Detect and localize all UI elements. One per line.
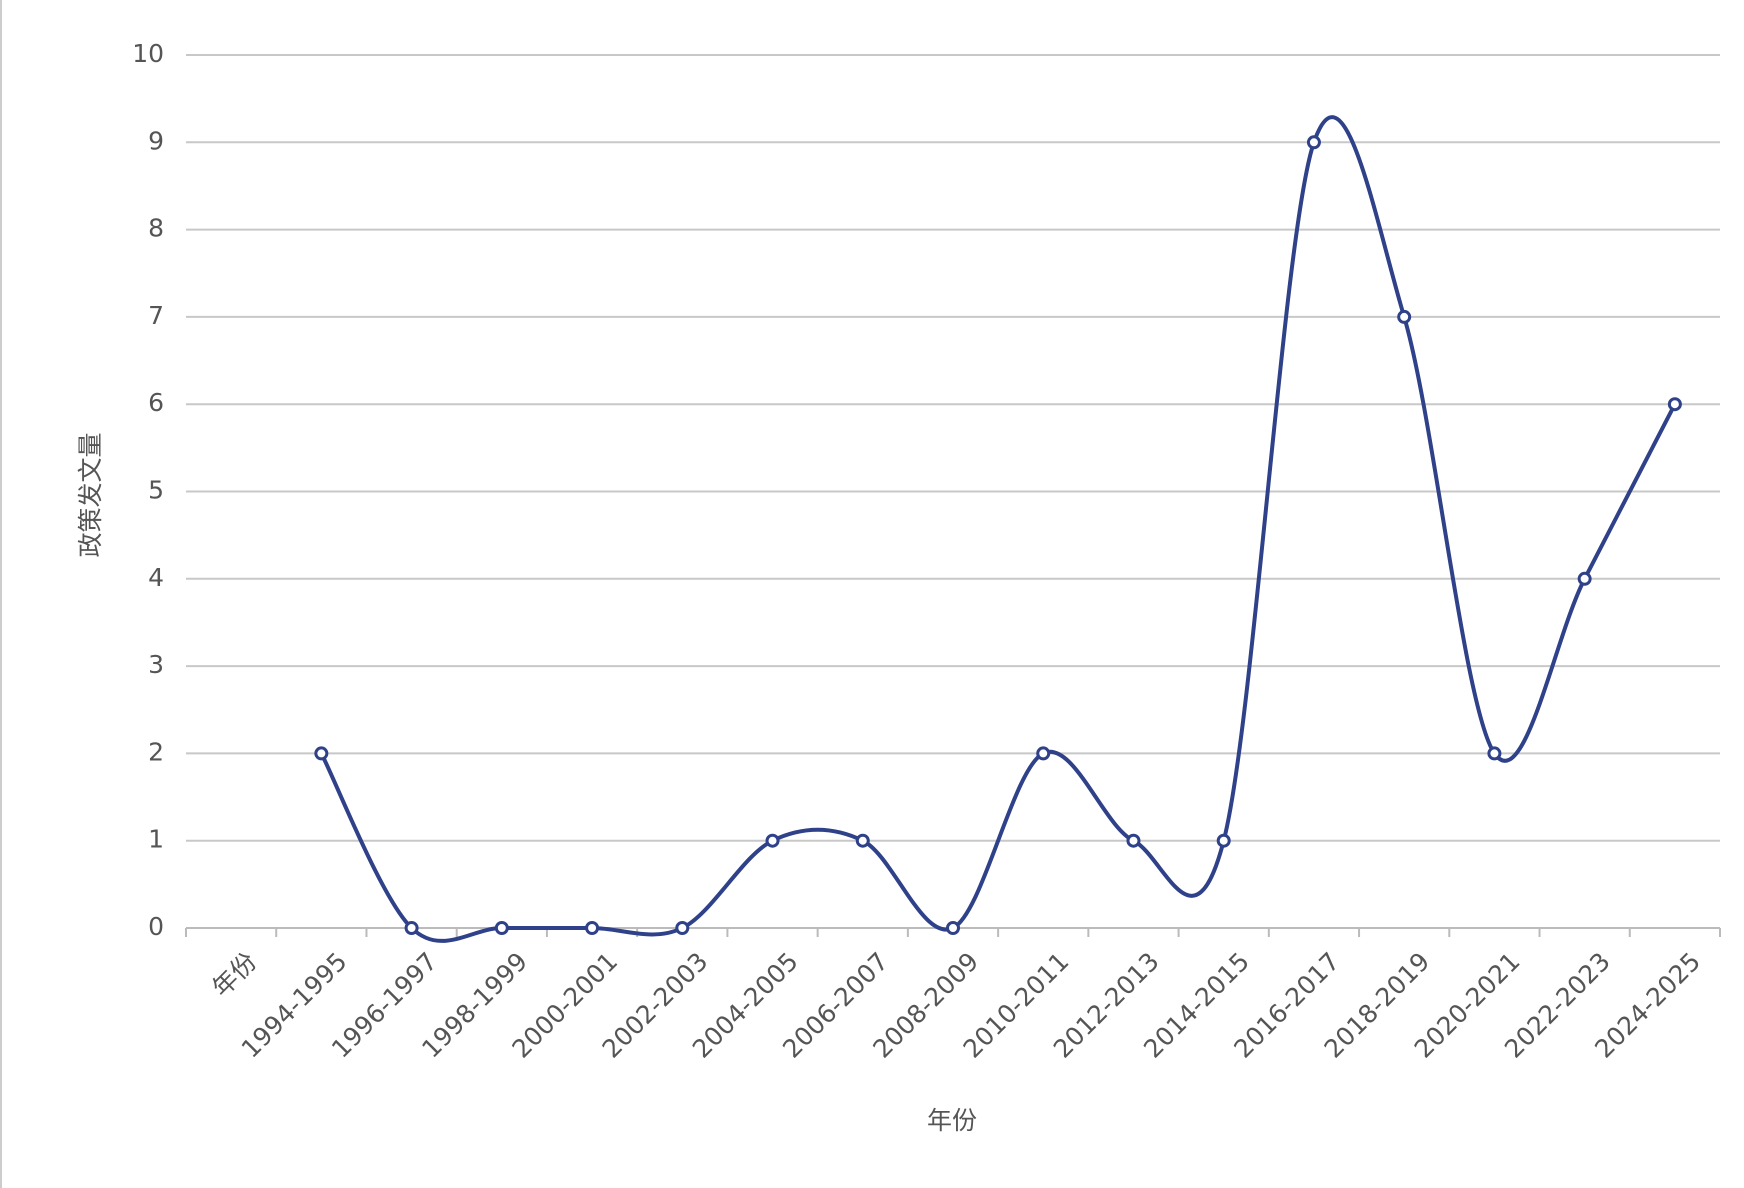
y-tick-label: 5 (148, 476, 164, 505)
point (855, 833, 870, 848)
point (1216, 833, 1231, 848)
point (404, 921, 419, 935)
point (585, 921, 600, 935)
point (1036, 746, 1051, 761)
y-tick-label: 6 (148, 388, 164, 417)
point (675, 921, 690, 935)
y-tick-label: 2 (148, 737, 164, 766)
y-tick-label: 3 (148, 650, 164, 679)
point (765, 833, 780, 848)
point (1397, 309, 1412, 324)
point (946, 921, 960, 935)
line (319, 115, 1677, 943)
y-tick-label: 0 (148, 912, 164, 941)
y-tick-label: 1 (148, 825, 164, 854)
point (1487, 746, 1502, 761)
y-tick-label: 10 (132, 39, 164, 68)
y-tick-label: 9 (148, 126, 164, 155)
y-tick-label: 7 (148, 301, 164, 330)
point (1306, 135, 1321, 150)
point (314, 746, 329, 761)
y-axis-label: 政策发文量 (76, 432, 105, 557)
point (1126, 833, 1141, 848)
x-axis-label: 年份 (927, 1106, 977, 1135)
y-tick-label: 4 (148, 563, 164, 592)
x-tick-label: 年份 (207, 947, 263, 1003)
point (1577, 571, 1592, 586)
point (494, 921, 509, 935)
point (1667, 397, 1682, 412)
y-tick-label: 8 (148, 214, 164, 243)
